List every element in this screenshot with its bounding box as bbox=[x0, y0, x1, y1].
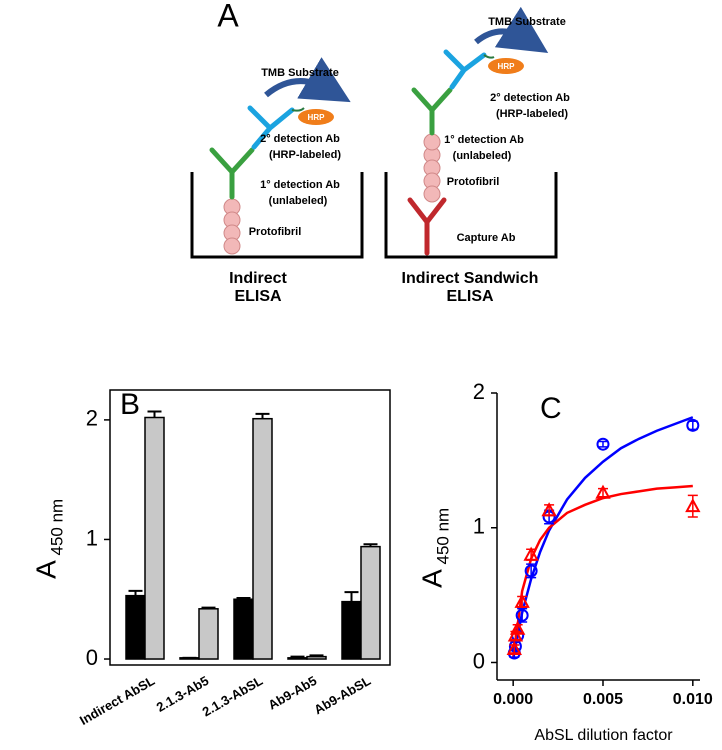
data-point bbox=[523, 546, 539, 561]
assay-title: ELISA bbox=[446, 288, 494, 305]
error-bar bbox=[517, 607, 528, 623]
data-point bbox=[514, 593, 530, 608]
indirect-sandwich-elisa: TMB Substrate HRP 2° detection Ab (HRP-l… bbox=[384, 6, 570, 305]
bar bbox=[252, 417, 273, 660]
y-tick-label: 0 bbox=[86, 645, 98, 670]
data-point bbox=[541, 502, 557, 517]
data-point bbox=[596, 437, 610, 451]
secondary-label: 2° detection Ab bbox=[260, 133, 340, 145]
indirect-elisa: TMB Substrate HRP 2° detection Ab (HRP-l… bbox=[190, 57, 364, 305]
primary-note: (unlabeled) bbox=[453, 150, 512, 162]
assay-title: Indirect bbox=[229, 270, 287, 287]
bar bbox=[198, 608, 219, 660]
primary-antibody bbox=[209, 147, 255, 200]
y-axis-label-main: A bbox=[416, 569, 447, 588]
antigen-label: Protofibril bbox=[447, 176, 500, 188]
error-bar bbox=[526, 563, 537, 579]
data-point bbox=[595, 484, 611, 499]
x-tick-label: 2.1.3-AbSL bbox=[200, 673, 266, 720]
y-tick-label: 2 bbox=[473, 379, 485, 404]
panel-label: A bbox=[217, 0, 239, 33]
substrate-label: TMB Substrate bbox=[488, 16, 566, 28]
error-bar bbox=[236, 597, 251, 600]
secondary-antibody bbox=[443, 49, 487, 90]
error-bar bbox=[344, 591, 359, 602]
y-tick-label: 0 bbox=[473, 648, 485, 673]
panel-a: A TMB Substrate HRP 2° detection Ab (HRP… bbox=[190, 0, 570, 305]
reaction-arrow bbox=[474, 6, 549, 53]
x-axis-label: AbSL dilution factor bbox=[534, 727, 673, 744]
fit-curve bbox=[511, 484, 693, 659]
error-bar bbox=[290, 655, 305, 658]
enzyme-label: HRP bbox=[308, 113, 326, 122]
error-bar bbox=[255, 412, 270, 419]
bar bbox=[306, 655, 327, 660]
bar bbox=[144, 416, 165, 660]
primary-label: 1° detection Ab bbox=[444, 134, 524, 146]
y-tick-label: 1 bbox=[86, 525, 98, 550]
error-bar bbox=[309, 654, 324, 657]
secondary-label: 2° detection Ab bbox=[490, 92, 570, 104]
bar bbox=[233, 598, 254, 660]
secondary-note: (HRP-labeled) bbox=[496, 108, 568, 120]
data-point bbox=[524, 564, 538, 578]
bar bbox=[341, 600, 362, 660]
bar bbox=[287, 657, 308, 660]
data-point bbox=[509, 620, 526, 635]
fit-curve bbox=[511, 416, 694, 659]
linker bbox=[483, 54, 495, 59]
panel-label: B bbox=[120, 388, 140, 421]
secondary-note: (HRP-labeled) bbox=[269, 149, 341, 161]
x-tick-label: Ab9-AbSL bbox=[311, 673, 373, 717]
data-point bbox=[685, 498, 701, 513]
primary-antibody bbox=[411, 87, 453, 136]
data-point bbox=[515, 608, 529, 622]
y-axis-label: A 450 nm bbox=[416, 508, 452, 588]
bar bbox=[125, 594, 146, 660]
error-bar bbox=[147, 410, 162, 418]
error-bar bbox=[201, 606, 216, 609]
error-bar bbox=[128, 589, 143, 596]
panel-label: C bbox=[540, 392, 562, 425]
well bbox=[384, 172, 558, 259]
x-tick-label: 0.010 bbox=[673, 691, 713, 708]
y-axis-label-sub: 450 nm bbox=[47, 499, 66, 556]
secondary-antibody bbox=[247, 105, 295, 150]
hrp-enzyme bbox=[488, 58, 524, 74]
data-point bbox=[506, 640, 522, 656]
enzyme-label: HRP bbox=[498, 62, 516, 71]
x-tick-label: 0.005 bbox=[583, 691, 623, 708]
assay-title: ELISA bbox=[234, 288, 282, 305]
x-tick-label: Indirect AbSL bbox=[77, 673, 157, 728]
x-tick-label: Ab9-Ab5 bbox=[266, 673, 320, 713]
plot-frame bbox=[109, 389, 391, 666]
hrp-enzyme bbox=[298, 109, 334, 125]
y-axis-label-main: A bbox=[30, 560, 61, 579]
y-axis-label-sub: 450 nm bbox=[433, 508, 452, 565]
antigen-label: Protofibril bbox=[249, 226, 302, 238]
error-bar bbox=[363, 543, 378, 547]
error-bar bbox=[597, 440, 608, 448]
bar bbox=[360, 545, 381, 660]
y-tick-label: 1 bbox=[473, 514, 485, 539]
primary-label: 1° detection Ab bbox=[260, 179, 340, 191]
linker bbox=[291, 107, 305, 112]
well bbox=[190, 172, 364, 259]
reaction-arrow bbox=[264, 57, 351, 103]
assay-title: Indirect Sandwich bbox=[402, 270, 539, 287]
data-point bbox=[507, 627, 524, 642]
x-tick-label: 0.000 bbox=[493, 691, 533, 708]
protofibril-shape bbox=[423, 133, 441, 203]
capture-antibody bbox=[407, 197, 447, 256]
primary-note: (unlabeled) bbox=[269, 195, 328, 207]
substrate-label: TMB Substrate bbox=[261, 67, 339, 79]
y-axis-label: A 450 nm bbox=[30, 499, 66, 579]
capture-label: Capture Ab bbox=[457, 232, 516, 244]
data-point bbox=[686, 418, 700, 432]
y-tick-label: 2 bbox=[86, 406, 98, 431]
protofibril-shape bbox=[223, 198, 241, 255]
